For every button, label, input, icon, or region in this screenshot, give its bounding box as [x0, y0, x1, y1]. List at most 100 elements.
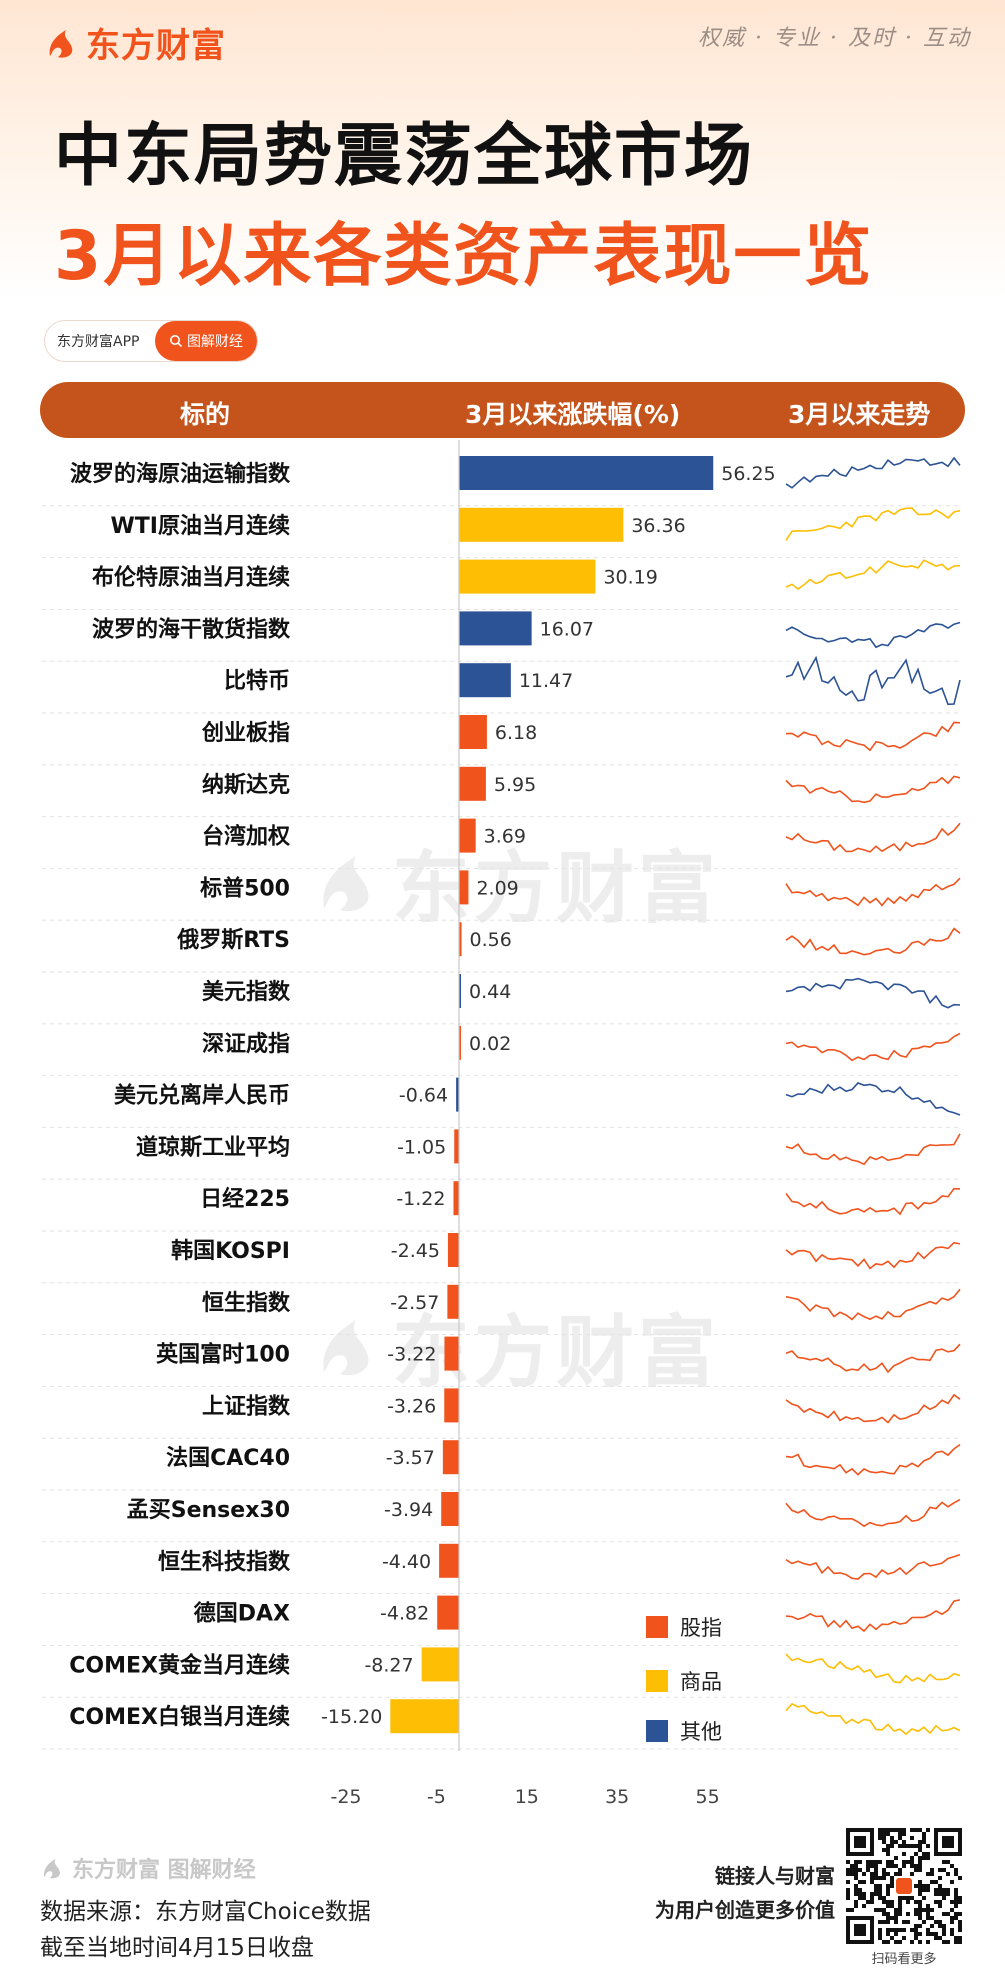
- qr-module: [846, 1932, 850, 1936]
- qr-module: [918, 1916, 922, 1920]
- data-label: 5.95: [494, 774, 536, 796]
- bar: [459, 922, 462, 957]
- qr-module: [926, 1940, 930, 1944]
- qr-module: [906, 1912, 910, 1916]
- tujie-button[interactable]: 图解财经: [155, 321, 257, 361]
- qr-module: [934, 1848, 938, 1852]
- trend-sparkline: [785, 927, 961, 956]
- qr-module: [910, 1864, 914, 1868]
- trend-sparkline: [785, 655, 961, 706]
- qr-module: [870, 1848, 874, 1852]
- trend-sparkline: [785, 1241, 961, 1270]
- legend-swatch: [646, 1616, 668, 1638]
- trend-sparkline: [785, 1343, 961, 1374]
- qr-module: [914, 1932, 918, 1936]
- qr-module: [886, 1832, 890, 1836]
- qr-module: [870, 1876, 874, 1880]
- qr-module: [914, 1844, 918, 1848]
- qr-module: [858, 1836, 862, 1840]
- qr-module: [890, 1884, 894, 1888]
- qr-module: [862, 1916, 866, 1920]
- qr-module: [850, 1852, 854, 1856]
- qr-module: [894, 1928, 898, 1932]
- qr-module: [886, 1864, 890, 1868]
- qr-module: [862, 1852, 866, 1856]
- qr-module: [958, 1832, 962, 1836]
- category-label: 台湾加权: [202, 824, 291, 850]
- qr-module: [950, 1836, 954, 1840]
- qr-module: [922, 1908, 926, 1912]
- qr-module: [930, 1868, 934, 1872]
- qr-module: [918, 1860, 922, 1864]
- qr-module: [898, 1836, 902, 1840]
- footer-brand: 东方财富 图解财经: [40, 1852, 256, 1884]
- qr-module: [938, 1888, 942, 1892]
- category-label: COMEX黄金当月连续: [69, 1652, 290, 1678]
- category-label: 波罗的海干散货指数: [92, 616, 291, 642]
- qr-module: [930, 1916, 934, 1920]
- qr-module: [926, 1904, 930, 1908]
- qr-module: [958, 1928, 962, 1932]
- category-label: 创业板指: [201, 721, 290, 746]
- qr-module: [882, 1872, 886, 1876]
- qr-module: [870, 1872, 874, 1876]
- qr-module: [938, 1868, 942, 1872]
- data-label: 56.25: [721, 463, 775, 485]
- qr-module: [866, 1864, 870, 1868]
- tagline-primary: 链接人与财富: [715, 1864, 835, 1888]
- qr-module: [958, 1936, 962, 1940]
- data-label: 2.09: [476, 877, 518, 899]
- trend-sparkline: [785, 877, 961, 907]
- qr-module: [866, 1828, 870, 1832]
- qr-module: [902, 1864, 906, 1868]
- qr-module: [862, 1836, 866, 1840]
- category-label: 美元兑离岸人民币: [114, 1083, 290, 1109]
- qr-module: [942, 1928, 946, 1932]
- bar: [441, 1492, 459, 1526]
- qr-module: [954, 1888, 958, 1892]
- bar: [459, 818, 476, 853]
- qr-module: [878, 1836, 882, 1840]
- data-label: -3.94: [384, 1499, 433, 1521]
- qr-module: [886, 1860, 890, 1864]
- qr-module: [906, 1896, 910, 1900]
- brand-logo[interactable]: 东方财富: [44, 18, 226, 67]
- qr-module: [922, 1920, 926, 1924]
- qr-code[interactable]: [846, 1828, 962, 1944]
- qr-module: [926, 1872, 930, 1876]
- trend-sparkline: [785, 1443, 961, 1476]
- watermark-text: 东方财富: [392, 844, 721, 934]
- qr-module: [854, 1892, 858, 1896]
- qr-module: [894, 1856, 898, 1860]
- trend-sparkline: [785, 1553, 961, 1580]
- trend-sparkline: [785, 977, 961, 1009]
- data-label: -3.22: [387, 1344, 436, 1366]
- data-label: -2.45: [391, 1240, 440, 1262]
- qr-module: [918, 1856, 922, 1860]
- x-tick-label: 15: [515, 1786, 539, 1808]
- qr-module: [854, 1924, 858, 1928]
- legend-swatch: [646, 1720, 668, 1742]
- qr-module: [946, 1852, 950, 1856]
- qr-module: [922, 1896, 926, 1900]
- qr-module: [950, 1828, 954, 1832]
- qr-module: [946, 1828, 950, 1832]
- data-label: -15.20: [321, 1706, 382, 1728]
- qr-module: [854, 1844, 858, 1848]
- tujie-button-label: 图解财经: [187, 334, 243, 350]
- trend-sparkline: [785, 1082, 961, 1116]
- qr-module: [886, 1884, 890, 1888]
- qr-module: [846, 1928, 850, 1932]
- qr-module: [950, 1864, 954, 1868]
- qr-module: [950, 1920, 954, 1924]
- qr-module: [958, 1900, 962, 1904]
- qr-module: [938, 1876, 942, 1880]
- legend-swatch: [646, 1670, 668, 1692]
- bar: [447, 1233, 459, 1267]
- bar: [447, 1284, 459, 1319]
- qr-module: [910, 1860, 914, 1864]
- qr-module: [898, 1828, 902, 1832]
- qr-module: [850, 1908, 854, 1912]
- qr-module: [850, 1864, 854, 1868]
- legend-item-other: 其他: [646, 1716, 722, 1746]
